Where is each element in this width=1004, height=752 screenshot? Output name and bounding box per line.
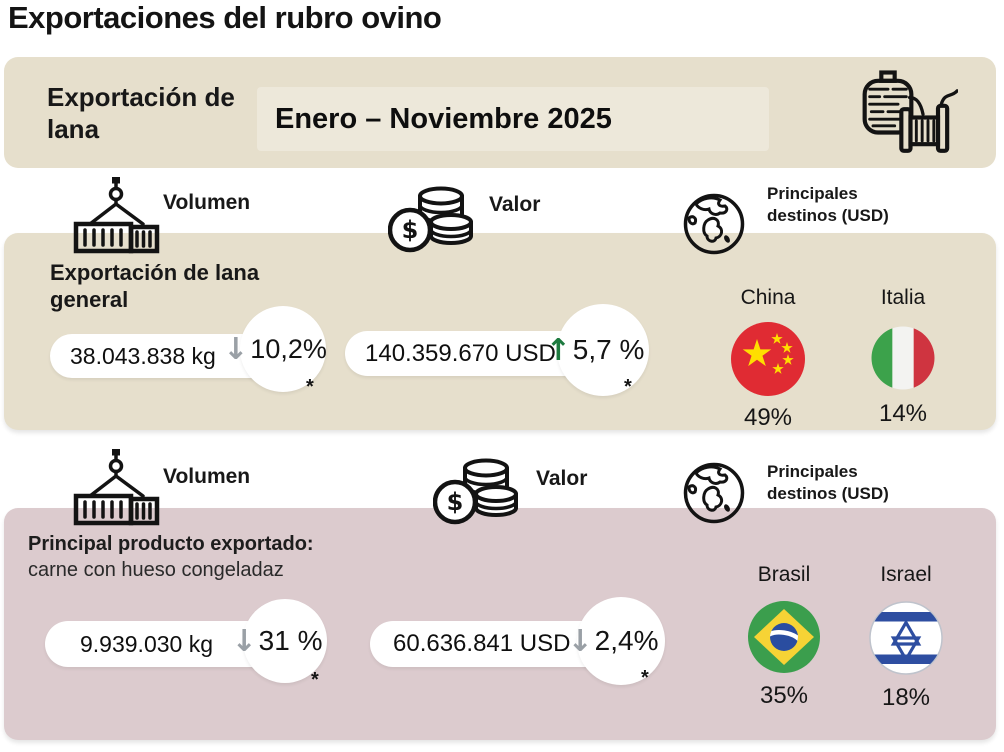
china-flag xyxy=(731,322,805,396)
destination-country: Brasil xyxy=(757,563,811,586)
section1-heading: Exportación de lana general xyxy=(50,260,260,312)
footnote-marker: * xyxy=(641,667,649,689)
destination-share: 14% xyxy=(878,400,928,427)
section2-volume-change: 31 % xyxy=(258,625,323,656)
destination-italia: Italia 14% xyxy=(851,286,955,428)
value-label-2: Valor xyxy=(536,467,588,490)
italy-flag xyxy=(871,326,935,390)
destination-country: Italia xyxy=(880,286,926,309)
down-arrow-icon: ↓ xyxy=(231,623,257,659)
section2-heading: Principal producto exportado: xyxy=(28,533,314,555)
down-arrow-icon: ↓ xyxy=(567,623,593,659)
wool-yarn-spool-icon xyxy=(862,70,958,153)
destination-china: China 49% xyxy=(716,286,820,432)
section2-value-amount: 60.636.841 USD xyxy=(393,630,571,657)
footnote-marker: * xyxy=(311,669,319,691)
section2-volume-change-bubble: ↓ 31 % xyxy=(232,599,327,683)
section2-subheading: carne con hueso congeladaz xyxy=(28,559,284,581)
section1-volume-change: 10,2% xyxy=(250,333,327,364)
globe-icon xyxy=(683,462,745,524)
value-label-1: Valor xyxy=(489,193,541,216)
section1-volume-amount: 38.043.838 kg xyxy=(70,342,216,369)
footnote-marker: * xyxy=(624,376,632,398)
section2-volume-amount: 9.939.030 kg xyxy=(80,630,214,657)
volume-label-2: Volumen xyxy=(163,465,251,488)
destination-share: 35% xyxy=(759,682,809,709)
container-crane-icon xyxy=(73,177,160,254)
section1-value-change-bubble: ↑ 5,7 % xyxy=(546,304,649,396)
coins-icon: $ xyxy=(433,458,518,525)
section1-volume-change-bubble: ↓ 10,2% xyxy=(223,306,327,392)
section1-value-amount: 140.359.670 USD xyxy=(365,339,556,367)
destinations-label-2: Principales destinos (USD) xyxy=(767,462,889,503)
header-period-box: Enero – Noviembre 2025 xyxy=(257,87,769,151)
israel-flag xyxy=(869,601,943,675)
header-product-label: Exportación de lana xyxy=(47,82,235,144)
destination-share: 49% xyxy=(743,404,793,431)
container-crane-icon xyxy=(73,449,160,526)
svg-text:$: $ xyxy=(402,216,419,244)
section2-value-change: 2,4% xyxy=(594,625,659,656)
destination-israel: Israel 18% xyxy=(854,563,958,712)
section1-value-change: 5,7 % xyxy=(572,334,645,365)
footnote-marker: * xyxy=(306,376,314,398)
coins-icon: $ xyxy=(388,186,473,253)
page-title: Exportaciones del rubro ovino xyxy=(8,0,442,35)
destination-share: 18% xyxy=(881,684,931,711)
destination-country: Israel xyxy=(880,563,932,586)
section2-value-change-bubble: ↓ 2,4% xyxy=(568,597,665,685)
header-band xyxy=(4,57,996,168)
destination-brasil: Brasil 35% xyxy=(732,563,836,710)
volume-label-1: Volumen xyxy=(163,191,251,214)
globe-icon xyxy=(683,193,745,255)
header-period: Enero – Noviembre 2025 xyxy=(275,102,612,135)
down-arrow-icon: ↓ xyxy=(223,331,249,367)
svg-text:$: $ xyxy=(447,488,464,516)
destination-country: China xyxy=(740,286,796,309)
destinations-label-1: Principales destinos (USD) xyxy=(767,184,889,225)
brazil-flag xyxy=(748,601,820,673)
up-arrow-icon: ↑ xyxy=(545,332,571,368)
